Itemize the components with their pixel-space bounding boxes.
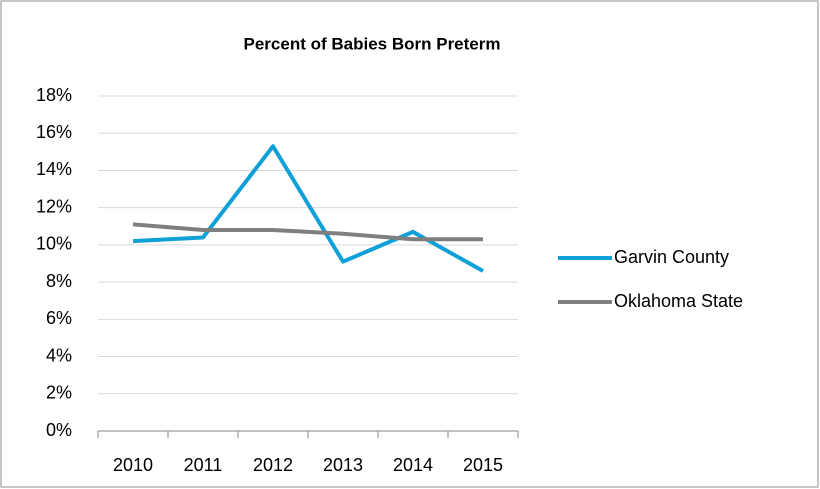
y-tick-label: 18%: [36, 85, 72, 105]
series-line: [132, 222, 483, 242]
y-tick-label: 0%: [46, 420, 72, 440]
x-tick-label: 2013: [323, 455, 363, 475]
legend-label: Garvin County: [614, 247, 729, 267]
y-tick-label: 12%: [36, 196, 72, 216]
y-tick-label: 16%: [36, 122, 72, 142]
legend-label: Oklahoma State: [614, 291, 743, 311]
y-tick-label: 6%: [46, 308, 72, 328]
y-tick-label: 14%: [36, 159, 72, 179]
x-tick-label: 2011: [184, 455, 223, 475]
y-tick-label: 4%: [46, 345, 72, 365]
x-tick-label: 2012: [253, 455, 293, 475]
y-tick-label: 8%: [46, 271, 72, 291]
x-tick-label: 2010: [113, 455, 153, 475]
x-tick-label: 2015: [463, 455, 503, 475]
y-tick-label: 2%: [46, 383, 72, 403]
y-tick-label: 10%: [36, 234, 72, 254]
x-tick-label: 2014: [393, 455, 433, 475]
chart-title: Percent of Babies Born Preterm: [244, 34, 501, 53]
